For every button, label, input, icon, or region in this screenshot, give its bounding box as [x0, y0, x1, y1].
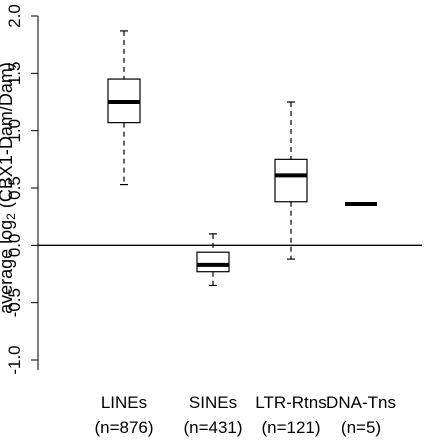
category-label: SINEs	[189, 393, 237, 412]
box-ltr-rtns	[274, 101, 308, 260]
y-tick-label: -0.5	[5, 288, 24, 317]
category-count-label: (n=431)	[183, 418, 242, 437]
iqr-box	[274, 158, 308, 203]
y-title-suffix: (CBX1-Dam/Dam)	[0, 62, 16, 213]
category-label: LTR-Rtns	[255, 393, 326, 412]
box-lines	[107, 30, 141, 186]
y-tick-label: 1.0	[5, 119, 24, 143]
category-label: DNA-Tns	[326, 393, 396, 412]
category-count-label: (n=121)	[261, 418, 320, 437]
y-tick-label: 0.5	[5, 176, 24, 200]
y-tick-label: 2.0	[5, 4, 24, 28]
category-count-label: (n=876)	[94, 418, 153, 437]
plot-area	[38, 30, 422, 287]
y-tick-label: -1.0	[5, 345, 24, 374]
category-count-label: (n=5)	[341, 418, 381, 437]
x-axis-labels: LINEs (n=876) SINEs (n=431) LTR-Rtns (n=121) D…	[94, 393, 395, 437]
iqr-box	[196, 251, 230, 273]
y-title-prefix: average log	[0, 220, 16, 314]
y-tick-label: 1.5	[5, 62, 24, 86]
y-axis-title-text: average log2 (CBX1-Dam/Dam)	[0, 62, 18, 314]
y-title-subscript: 2	[4, 213, 18, 220]
y-axis: -1.0 -0.5 0.0 0.5 1.0 1.5 2.0	[5, 4, 39, 375]
box-sines	[196, 233, 230, 287]
y-tick-label: 0.0	[5, 234, 24, 258]
category-label: LINEs	[101, 393, 147, 412]
y-axis-title: average log2 (CBX1-Dam/Dam)	[0, 62, 18, 314]
